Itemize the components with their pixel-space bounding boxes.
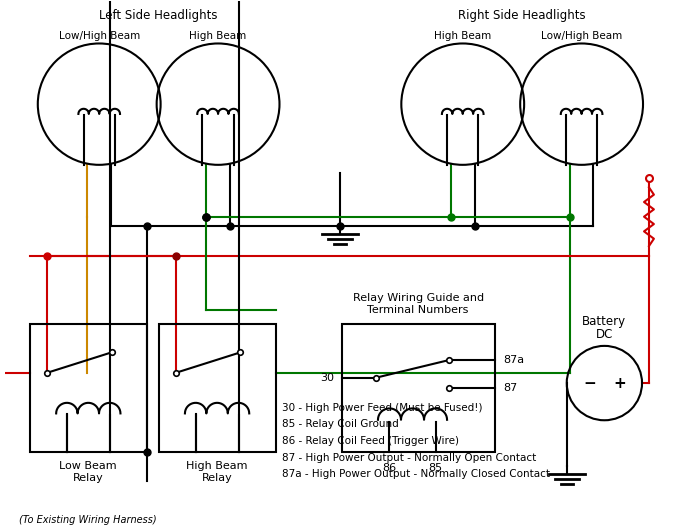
Text: Relay Wiring Guide and: Relay Wiring Guide and [352, 293, 484, 303]
Text: 30: 30 [320, 373, 334, 383]
Text: DC: DC [596, 328, 613, 341]
Bar [30, 324, 147, 452]
Text: (To Existing Wiring Harness): (To Existing Wiring Harness) [19, 515, 157, 525]
Text: High Beam: High Beam [190, 31, 247, 41]
Text: 86 - Relay Coil Feed (Trigger Wire): 86 - Relay Coil Feed (Trigger Wire) [282, 436, 460, 446]
Text: Low/High Beam: Low/High Beam [58, 31, 140, 41]
Text: +: + [613, 376, 626, 391]
Text: 30 - High Power Feed (Must be Fused!): 30 - High Power Feed (Must be Fused!) [282, 403, 483, 413]
Text: Low Beam
Relay: Low Beam Relay [60, 461, 117, 483]
Text: Low/High Beam: Low/High Beam [541, 31, 622, 41]
Text: 85 - Relay Coil Ground: 85 - Relay Coil Ground [282, 419, 399, 430]
Text: 85: 85 [429, 463, 442, 473]
Text: Battery: Battery [583, 315, 627, 328]
Text: 87a: 87a [504, 355, 524, 365]
Text: High Beam
Relay: High Beam Relay [186, 461, 248, 483]
Text: Right Side Headlights: Right Side Headlights [458, 9, 586, 22]
Text: 87: 87 [504, 383, 517, 393]
Text: 87a - High Power Output - Normally Closed Contact: 87a - High Power Output - Normally Close… [282, 469, 550, 479]
Text: −: − [583, 376, 596, 391]
Bar [342, 324, 495, 452]
Text: Left Side Headlights: Left Side Headlights [100, 9, 218, 22]
Text: Terminal Numbers: Terminal Numbers [368, 305, 469, 315]
Text: 86: 86 [383, 463, 396, 473]
Bar [159, 324, 275, 452]
Text: 87 - High Power Output - Normally Open Contact: 87 - High Power Output - Normally Open C… [282, 453, 537, 463]
Text: High Beam: High Beam [434, 31, 491, 41]
